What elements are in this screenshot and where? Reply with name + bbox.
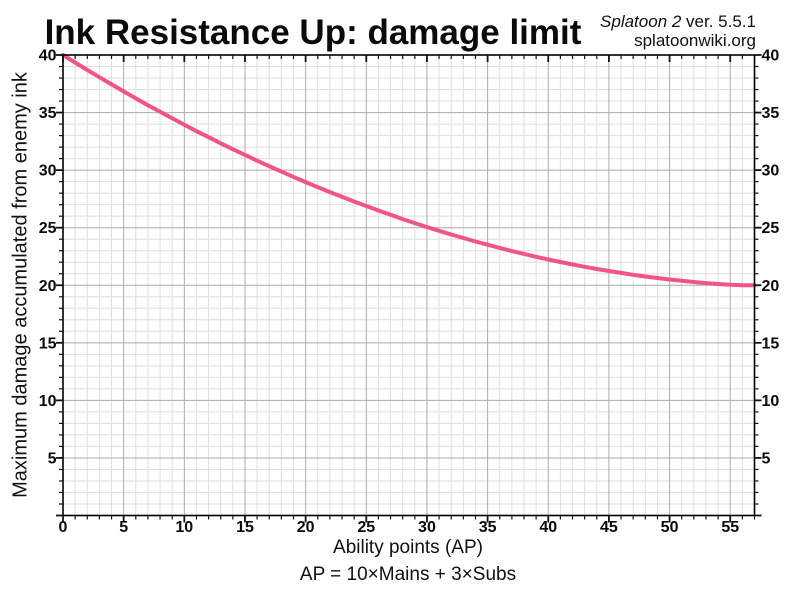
source-caption: Splatoon 2 ver. 5.5.1 splatoonwiki.org <box>600 12 756 50</box>
source-version-line: Splatoon 2 ver. 5.5.1 <box>600 12 756 31</box>
source-version: ver. 5.5.1 <box>681 12 756 31</box>
x-axis-title: Ability points (AP) <box>333 537 483 558</box>
y-tick-label-right: 30 <box>762 163 780 180</box>
y-tick-label-left: 5 <box>48 450 57 467</box>
x-tick-label: 30 <box>418 519 436 536</box>
x-tick-label: 10 <box>175 519 193 536</box>
x-tick-label: 35 <box>479 519 497 536</box>
y-tick-label-right: 15 <box>762 335 780 352</box>
y-tick-label-right: 40 <box>762 48 780 65</box>
y-axis-title: Maximum damage accumulated from enemy in… <box>9 72 32 498</box>
x-tick-label: 50 <box>661 519 679 536</box>
y-tick-label-right: 10 <box>762 393 780 410</box>
source-game-name: Splatoon 2 <box>600 12 682 31</box>
source-site: splatoonwiki.org <box>634 31 756 50</box>
x-tick-label: 55 <box>721 519 739 536</box>
y-tick-label-left: 25 <box>39 220 57 237</box>
damage-limit-curve <box>61 53 757 288</box>
y-tick-label-left: 35 <box>39 105 57 122</box>
x-tick-label: 40 <box>539 519 557 536</box>
x-tick-label: 45 <box>600 519 618 536</box>
y-tick-label-right: 20 <box>762 278 780 295</box>
y-tick-label-right: 25 <box>762 220 780 237</box>
chart-title: Ink Resistance Up: damage limit <box>44 13 582 52</box>
y-tick-label-left: 15 <box>39 335 57 352</box>
y-tick-label-left: 10 <box>39 393 57 410</box>
y-tick-label-left: 30 <box>39 163 57 180</box>
y-tick-label-left: 20 <box>39 278 57 295</box>
x-tick-label: 0 <box>59 519 68 536</box>
x-tick-label: 20 <box>297 519 315 536</box>
y-tick-label-left: 40 <box>39 48 57 65</box>
y-tick-label-right: 35 <box>762 105 780 122</box>
x-tick-label: 5 <box>119 519 128 536</box>
y-tick-label-right: 5 <box>762 450 771 467</box>
x-axis-subtitle: AP = 10×Mains + 3×Subs <box>299 564 517 585</box>
x-tick-label: 15 <box>236 519 254 536</box>
x-tick-label: 25 <box>357 519 375 536</box>
